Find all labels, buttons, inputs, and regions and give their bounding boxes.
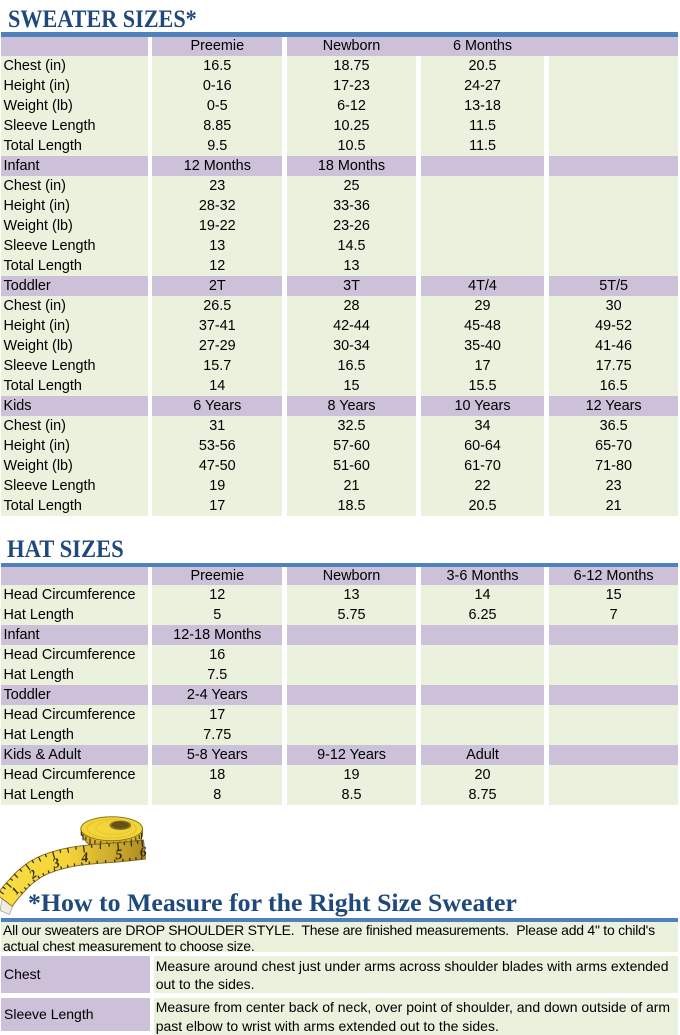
svg-text:4: 4 [80,851,90,867]
svg-text:6: 6 [139,844,148,860]
svg-text:5: 5 [115,847,124,864]
